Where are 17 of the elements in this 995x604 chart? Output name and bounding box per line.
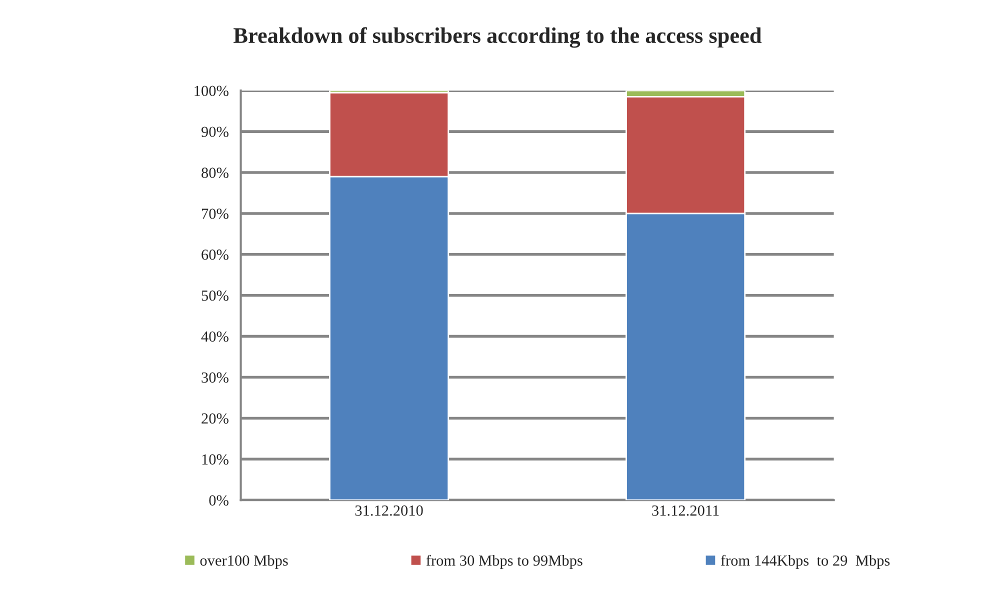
y-tick-label: 100% xyxy=(194,86,228,96)
y-tick-label: 70% xyxy=(202,208,228,219)
y-tick-label: 10% xyxy=(202,454,228,465)
y-tick-label: 90% xyxy=(201,126,228,138)
y-tick-label: 40% xyxy=(201,331,228,342)
chart-title: Breakdown of subscribers according to the access speed xyxy=(234,27,762,48)
y-tick-label: 20% xyxy=(202,413,228,424)
y-tick-label: 60% xyxy=(202,250,228,260)
x-tick-label: 31.12.2010 xyxy=(355,505,423,516)
legend-label: from 144Kbps to 29 Mbps xyxy=(720,554,890,569)
y-tick-label: 30% xyxy=(202,372,228,383)
y-tick-label: 80% xyxy=(202,168,228,178)
y-tick-label: 0% xyxy=(209,495,228,506)
x-tick-label: 31.12.2011 xyxy=(652,505,719,516)
legend-label: over100 Mbps xyxy=(200,554,288,569)
y-tick-label: 50% xyxy=(202,290,228,301)
legend-label: from 30 Mbps to 99Mbps xyxy=(426,554,582,569)
